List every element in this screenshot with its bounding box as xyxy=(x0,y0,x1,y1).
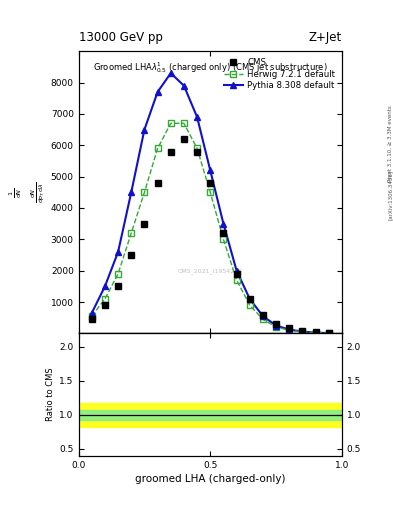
Herwig 7.2.1 default xyxy=(155,145,160,152)
CMS xyxy=(142,221,147,227)
CMS xyxy=(129,252,134,258)
CMS xyxy=(261,311,265,317)
Pythia 8.308 default xyxy=(129,189,134,196)
CMS xyxy=(221,230,226,236)
Pythia 8.308 default xyxy=(208,167,213,174)
Herwig 7.2.1 default xyxy=(234,277,239,283)
Text: Z+Jet: Z+Jet xyxy=(309,31,342,44)
Herwig 7.2.1 default xyxy=(103,296,107,302)
Herwig 7.2.1 default xyxy=(221,236,226,242)
Herwig 7.2.1 default xyxy=(90,313,94,319)
Herwig 7.2.1 default xyxy=(129,230,134,236)
Herwig 7.2.1 default xyxy=(274,324,278,330)
Pythia 8.308 default xyxy=(248,296,252,302)
Y-axis label: Ratio to CMS: Ratio to CMS xyxy=(46,368,55,421)
CMS xyxy=(326,330,331,336)
CMS xyxy=(116,283,120,289)
Herwig 7.2.1 default xyxy=(261,316,265,323)
Pythia 8.308 default xyxy=(195,114,200,120)
Herwig 7.2.1 default xyxy=(287,327,292,333)
Pythia 8.308 default xyxy=(221,221,226,227)
Text: CMS_2021_I1954276: CMS_2021_I1954276 xyxy=(178,268,243,274)
Pythia 8.308 default xyxy=(103,283,107,289)
Line: Herwig 7.2.1 default: Herwig 7.2.1 default xyxy=(88,120,332,336)
Pythia 8.308 default xyxy=(90,310,94,316)
CMS xyxy=(90,316,94,323)
Herwig 7.2.1 default xyxy=(142,189,147,196)
Text: [arXiv:1306.3436]: [arXiv:1306.3436] xyxy=(388,169,393,220)
Text: Rivet 3.1.10, ≥ 3.3M events: Rivet 3.1.10, ≥ 3.3M events xyxy=(388,105,393,182)
Pythia 8.308 default xyxy=(142,126,147,133)
CMS xyxy=(248,296,252,302)
Pythia 8.308 default xyxy=(261,313,265,319)
Pythia 8.308 default xyxy=(155,89,160,95)
Herwig 7.2.1 default xyxy=(182,120,186,126)
Pythia 8.308 default xyxy=(116,249,120,255)
CMS xyxy=(300,328,305,334)
Herwig 7.2.1 default xyxy=(326,330,331,336)
X-axis label: groomed LHA (charged-only): groomed LHA (charged-only) xyxy=(135,474,285,484)
Legend: CMS, Herwig 7.2.1 default, Pythia 8.308 default: CMS, Herwig 7.2.1 default, Pythia 8.308 … xyxy=(221,55,338,93)
Herwig 7.2.1 default xyxy=(208,189,213,196)
Line: Pythia 8.308 default: Pythia 8.308 default xyxy=(88,70,332,336)
CMS xyxy=(182,136,186,142)
CMS xyxy=(313,329,318,335)
CMS xyxy=(274,321,278,327)
Herwig 7.2.1 default xyxy=(116,271,120,277)
CMS xyxy=(103,302,107,308)
Pythia 8.308 default xyxy=(234,268,239,274)
Text: Groomed LHA$\lambda^{1}_{0.5}$ (charged only) (CMS jet substructure): Groomed LHA$\lambda^{1}_{0.5}$ (charged … xyxy=(93,60,328,75)
Y-axis label: $\frac{1}{\mathrm{d}N}$
$\frac{\mathrm{d}N}{\mathrm{d}p_T\,\mathrm{d}\lambda}$: $\frac{1}{\mathrm{d}N}$ $\frac{\mathrm{d… xyxy=(7,181,47,203)
CMS xyxy=(287,325,292,331)
CMS xyxy=(168,148,173,155)
CMS xyxy=(234,271,239,277)
Pythia 8.308 default xyxy=(300,328,305,334)
Pythia 8.308 default xyxy=(168,70,173,76)
CMS xyxy=(208,180,213,186)
CMS xyxy=(195,148,200,155)
Herwig 7.2.1 default xyxy=(168,120,173,126)
Pythia 8.308 default xyxy=(287,327,292,333)
Herwig 7.2.1 default xyxy=(248,302,252,308)
Text: 13000 GeV pp: 13000 GeV pp xyxy=(79,31,162,44)
Pythia 8.308 default xyxy=(182,82,186,89)
Line: CMS: CMS xyxy=(89,136,332,336)
Herwig 7.2.1 default xyxy=(195,145,200,152)
Pythia 8.308 default xyxy=(326,330,331,336)
Pythia 8.308 default xyxy=(313,330,318,336)
Herwig 7.2.1 default xyxy=(313,330,318,336)
Pythia 8.308 default xyxy=(274,323,278,329)
Herwig 7.2.1 default xyxy=(300,329,305,335)
CMS xyxy=(155,180,160,186)
